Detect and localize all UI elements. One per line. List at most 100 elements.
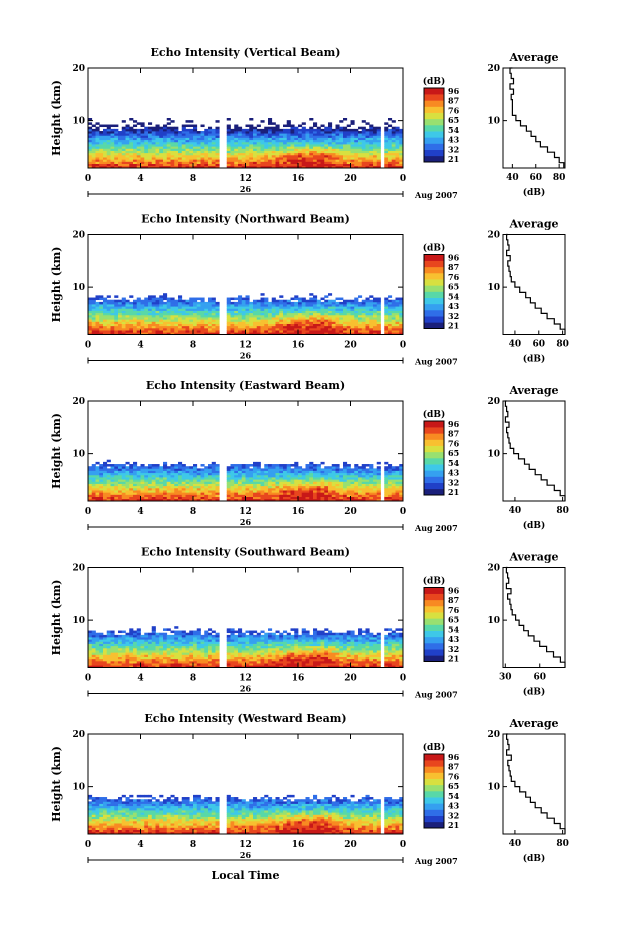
colorbar-tick-label: 76 bbox=[448, 272, 460, 282]
colorbar-tick-label: 54 bbox=[448, 125, 460, 135]
colorbar-segment bbox=[424, 476, 444, 483]
colorbar-segment bbox=[424, 433, 444, 440]
colorbar-segment bbox=[424, 784, 444, 792]
month-year-label: Aug 2007 bbox=[414, 357, 458, 367]
avg-x-tick-label: 60 bbox=[533, 673, 546, 683]
colorbar-tick-label: 87 bbox=[448, 96, 459, 106]
average-unit: (dB) bbox=[523, 687, 545, 698]
avg-x-tick-label: 40 bbox=[509, 340, 522, 350]
avg-x-tick-label: 80 bbox=[556, 340, 569, 350]
colorbar-tick-label: 21 bbox=[448, 820, 459, 830]
x-tick-label: 20 bbox=[344, 674, 357, 684]
colorbar-tick-label: 43 bbox=[448, 468, 460, 478]
x-tick-label: 12 bbox=[239, 507, 252, 517]
colorbar-tick-label: 32 bbox=[448, 644, 459, 654]
colorbar-segment bbox=[424, 439, 444, 446]
colorbar-tick-label: 96 bbox=[448, 86, 460, 96]
x-tick-label: 20 bbox=[344, 174, 357, 184]
month-year-label: Aug 2007 bbox=[414, 523, 458, 533]
x-tick-label: 0 bbox=[85, 840, 91, 850]
average-unit: (dB) bbox=[523, 520, 545, 531]
average-profile-line bbox=[506, 733, 566, 834]
month-year-label: Aug 2007 bbox=[414, 190, 458, 200]
colorbar-tick-label: 76 bbox=[448, 105, 460, 115]
colorbar-segment bbox=[424, 636, 444, 644]
average-title: Average bbox=[508, 218, 558, 231]
x-tick-label: 0 bbox=[85, 507, 91, 517]
colorbar-segment bbox=[424, 766, 444, 773]
colorbar-segment bbox=[424, 655, 444, 662]
avg-y-tick-label: 20 bbox=[487, 64, 500, 74]
y-axis-label: Height (km) bbox=[50, 580, 63, 656]
x-tick-label: 12 bbox=[239, 840, 252, 850]
x-tick-label: 16 bbox=[292, 840, 305, 850]
x-tick-label: 0 bbox=[400, 840, 406, 850]
colorbar-tick-label: 96 bbox=[448, 253, 460, 263]
colorbar-segment bbox=[424, 482, 444, 490]
avg-x-tick-label: 60 bbox=[533, 340, 546, 350]
avg-x-tick-label: 80 bbox=[556, 506, 569, 516]
colorbar-frame bbox=[423, 587, 445, 662]
x-tick-label: 0 bbox=[400, 174, 406, 184]
average-profile-line bbox=[506, 233, 566, 335]
x-tick-label: 16 bbox=[292, 674, 305, 684]
colorbar-tick-label: 54 bbox=[448, 291, 460, 301]
x-tick-label: 16 bbox=[292, 341, 305, 351]
date-label: 26 bbox=[240, 184, 252, 194]
heatmap-cells bbox=[88, 794, 404, 835]
colorbar-segment bbox=[424, 464, 444, 471]
colorbar-segment bbox=[424, 94, 444, 101]
average-unit: (dB) bbox=[523, 354, 545, 365]
colorbar-segment bbox=[424, 612, 444, 619]
colorbar-frame bbox=[423, 254, 445, 329]
colorbar-segment bbox=[424, 772, 444, 779]
colorbar-segment bbox=[424, 599, 444, 607]
avg-y-tick-label: 10 bbox=[487, 117, 500, 127]
average-title: Average bbox=[508, 717, 558, 730]
avg-y-tick-label: 10 bbox=[487, 783, 500, 793]
average-frame bbox=[502, 733, 566, 835]
x-tick-label: 20 bbox=[344, 840, 357, 850]
colorbar-tick-label: 65 bbox=[448, 781, 459, 791]
x-tick-label: 12 bbox=[239, 174, 252, 184]
colorbar-segment bbox=[424, 254, 444, 261]
heatmap-cells bbox=[88, 626, 404, 668]
colorbar-tick-label: 87 bbox=[448, 762, 459, 772]
colorbar-segment bbox=[424, 279, 444, 286]
avg-x-tick-label: 40 bbox=[509, 506, 522, 516]
colorbar-tick-label: 43 bbox=[448, 801, 460, 811]
avg-x-tick-label: 80 bbox=[553, 173, 566, 183]
colorbar-unit: (dB) bbox=[423, 742, 445, 753]
colorbar-segment bbox=[424, 593, 444, 601]
colorbar-tick-label: 65 bbox=[448, 615, 459, 625]
x-axis-label: Local Time bbox=[212, 869, 280, 882]
colorbar-segment bbox=[424, 760, 444, 767]
y-axis-label: Height (km) bbox=[50, 413, 63, 489]
avg-x-tick-label: 40 bbox=[509, 839, 522, 849]
y-tick-label: 10 bbox=[72, 450, 85, 460]
y-axis-label: Height (km) bbox=[50, 247, 63, 323]
avg-y-tick-label: 20 bbox=[487, 397, 500, 407]
heatmap-cells bbox=[88, 459, 404, 502]
date-label: 26 bbox=[240, 684, 252, 694]
x-tick-label: 0 bbox=[400, 341, 406, 351]
x-tick-label: 12 bbox=[239, 674, 252, 684]
colorbar-segment bbox=[424, 451, 444, 459]
colorbar-tick-label: 21 bbox=[448, 154, 459, 164]
colorbar-segment bbox=[424, 803, 444, 810]
x-tick-label: 0 bbox=[85, 174, 91, 184]
colorbar-segment bbox=[424, 106, 444, 113]
heatmap-cells bbox=[88, 293, 404, 335]
colorbar-segment bbox=[424, 266, 444, 274]
colorbar-segment bbox=[424, 630, 444, 638]
y-tick-label: 10 bbox=[72, 283, 85, 293]
average-unit: (dB) bbox=[523, 187, 545, 198]
average-profile-line bbox=[505, 566, 566, 668]
plot-title: Echo Intensity (Northward Beam) bbox=[141, 213, 350, 226]
colorbar-segment bbox=[424, 488, 444, 496]
month-year-label: Aug 2007 bbox=[414, 856, 458, 866]
avg-y-tick-label: 20 bbox=[487, 730, 500, 740]
colorbar-tick-label: 65 bbox=[448, 282, 459, 292]
y-axis-label: Height (km) bbox=[50, 746, 63, 822]
colorbar-tick-label: 76 bbox=[448, 771, 460, 781]
